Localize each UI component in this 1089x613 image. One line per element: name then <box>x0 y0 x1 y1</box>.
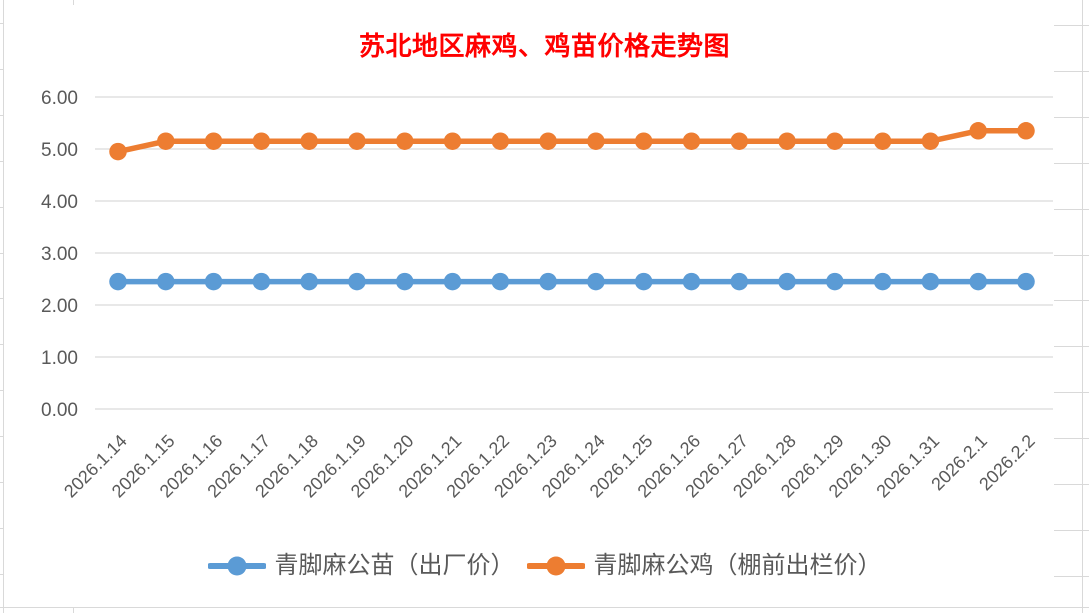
data-point <box>539 272 557 291</box>
data-point <box>778 132 796 150</box>
spreadsheet-gridline-fragment <box>0 607 1089 608</box>
spreadsheet-gridline-fragment <box>1054 530 1089 531</box>
data-point <box>252 272 271 291</box>
x-axis-labels: 2026.1.142026.1.152026.1.162026.1.172026… <box>60 431 1039 502</box>
data-point <box>109 272 127 291</box>
data-point <box>634 132 653 150</box>
spreadsheet-gridline-fragment <box>0 390 3 391</box>
spreadsheet-gridline-fragment <box>1054 71 1089 72</box>
spreadsheet-gridline-fragment <box>0 574 3 575</box>
data-point <box>778 272 796 291</box>
spreadsheet-gridline-fragment <box>0 436 3 437</box>
data-point <box>157 272 175 291</box>
data-point <box>730 272 749 291</box>
spreadsheet-gridline-fragment <box>0 207 3 208</box>
data-point <box>682 132 701 150</box>
data-point <box>921 272 940 291</box>
series-1 <box>109 122 1035 161</box>
data-point <box>873 132 892 150</box>
spreadsheet-gridline-fragment <box>1054 117 1089 118</box>
data-point <box>109 142 127 161</box>
gridlines <box>95 96 1053 410</box>
y-tick-label: 3.00 <box>41 244 78 265</box>
data-point <box>1017 122 1035 140</box>
legend-label-chick-price: 青脚麻公苗（出厂价） <box>274 551 515 579</box>
spreadsheet-gridline-fragment <box>0 23 3 24</box>
data-point <box>252 132 271 150</box>
spreadsheet-gridline-fragment <box>1054 576 1089 577</box>
data-point <box>873 272 892 291</box>
data-point <box>539 132 557 150</box>
legend-line-marker-icon <box>526 556 585 576</box>
data-point <box>300 132 318 150</box>
legend-line-marker-icon <box>207 556 266 576</box>
spreadsheet-gridline-fragment <box>0 482 3 483</box>
spreadsheet-gridline-fragment <box>73 607 74 613</box>
spreadsheet-gridline-fragment <box>1054 438 1089 439</box>
data-point <box>300 272 318 291</box>
data-point <box>730 132 749 150</box>
y-tick-label: 2.00 <box>41 296 78 317</box>
y-tick-label: 6.00 <box>41 88 78 109</box>
data-point <box>587 132 605 150</box>
data-point <box>969 122 987 140</box>
data-point <box>491 132 510 150</box>
data-point <box>443 132 462 150</box>
data-point <box>395 132 414 150</box>
data-point <box>969 272 987 291</box>
chart-legend: 青脚麻公苗（出厂价） 青脚麻公鸡（棚前出栏价） <box>0 545 1089 587</box>
spreadsheet-gridline-fragment <box>1054 163 1089 164</box>
data-point <box>491 272 510 291</box>
legend-item-rooster-price[interactable]: 青脚麻公鸡（棚前出栏价） <box>526 551 882 579</box>
y-tick-label: 1.00 <box>41 348 78 369</box>
spreadsheet-gridline-fragment <box>73 0 74 5</box>
spreadsheet-gridline-fragment <box>1054 255 1089 256</box>
data-point <box>157 132 175 150</box>
data-point <box>348 132 366 150</box>
spreadsheet-gridline-fragment <box>0 253 3 254</box>
data-point <box>204 272 223 291</box>
spreadsheet-gridline-fragment <box>1082 0 1083 613</box>
data-point <box>395 272 414 291</box>
y-tick-label: 5.00 <box>41 140 78 161</box>
y-tick-label: 0.00 <box>41 400 78 421</box>
data-point <box>348 272 366 291</box>
data-point <box>204 132 223 150</box>
y-axis-labels: 0.00 1.00 2.00 3.00 4.00 5.00 6.00 <box>41 88 78 421</box>
spreadsheet-gridline-fragment <box>3 0 4 613</box>
data-point <box>634 272 653 291</box>
chart-title: 苏北地区麻鸡、鸡苗价格走势图 <box>358 32 730 61</box>
series-0 <box>109 272 1035 291</box>
data-point <box>921 132 940 150</box>
spreadsheet-gridline-fragment <box>1054 484 1089 485</box>
data-point <box>443 272 462 291</box>
data-point <box>682 272 701 291</box>
data-point <box>587 272 605 291</box>
spreadsheet-gridline-fragment <box>0 69 3 70</box>
y-tick-label: 4.00 <box>41 192 78 213</box>
spreadsheet-gridline-fragment <box>0 161 3 162</box>
spreadsheet-gridline-fragment <box>1054 209 1089 210</box>
data-point <box>826 272 844 291</box>
legend-label-rooster-price: 青脚麻公鸡（棚前出栏价） <box>593 551 882 579</box>
data-point <box>1017 272 1035 291</box>
legend-item-chick-price[interactable]: 青脚麻公苗（出厂价） <box>207 551 515 579</box>
spreadsheet-gridline-fragment <box>1054 25 1089 26</box>
spreadsheet-gridline-fragment <box>1054 392 1089 393</box>
spreadsheet-gridline-fragment <box>0 298 3 299</box>
spreadsheet-gridline-fragment <box>0 344 3 345</box>
spreadsheet-gridline-fragment <box>0 115 3 116</box>
data-point <box>826 132 844 150</box>
spreadsheet-gridline-fragment <box>1054 300 1089 301</box>
spreadsheet-gridline-fragment <box>0 528 3 529</box>
spreadsheet-gridline-fragment <box>1054 346 1089 347</box>
